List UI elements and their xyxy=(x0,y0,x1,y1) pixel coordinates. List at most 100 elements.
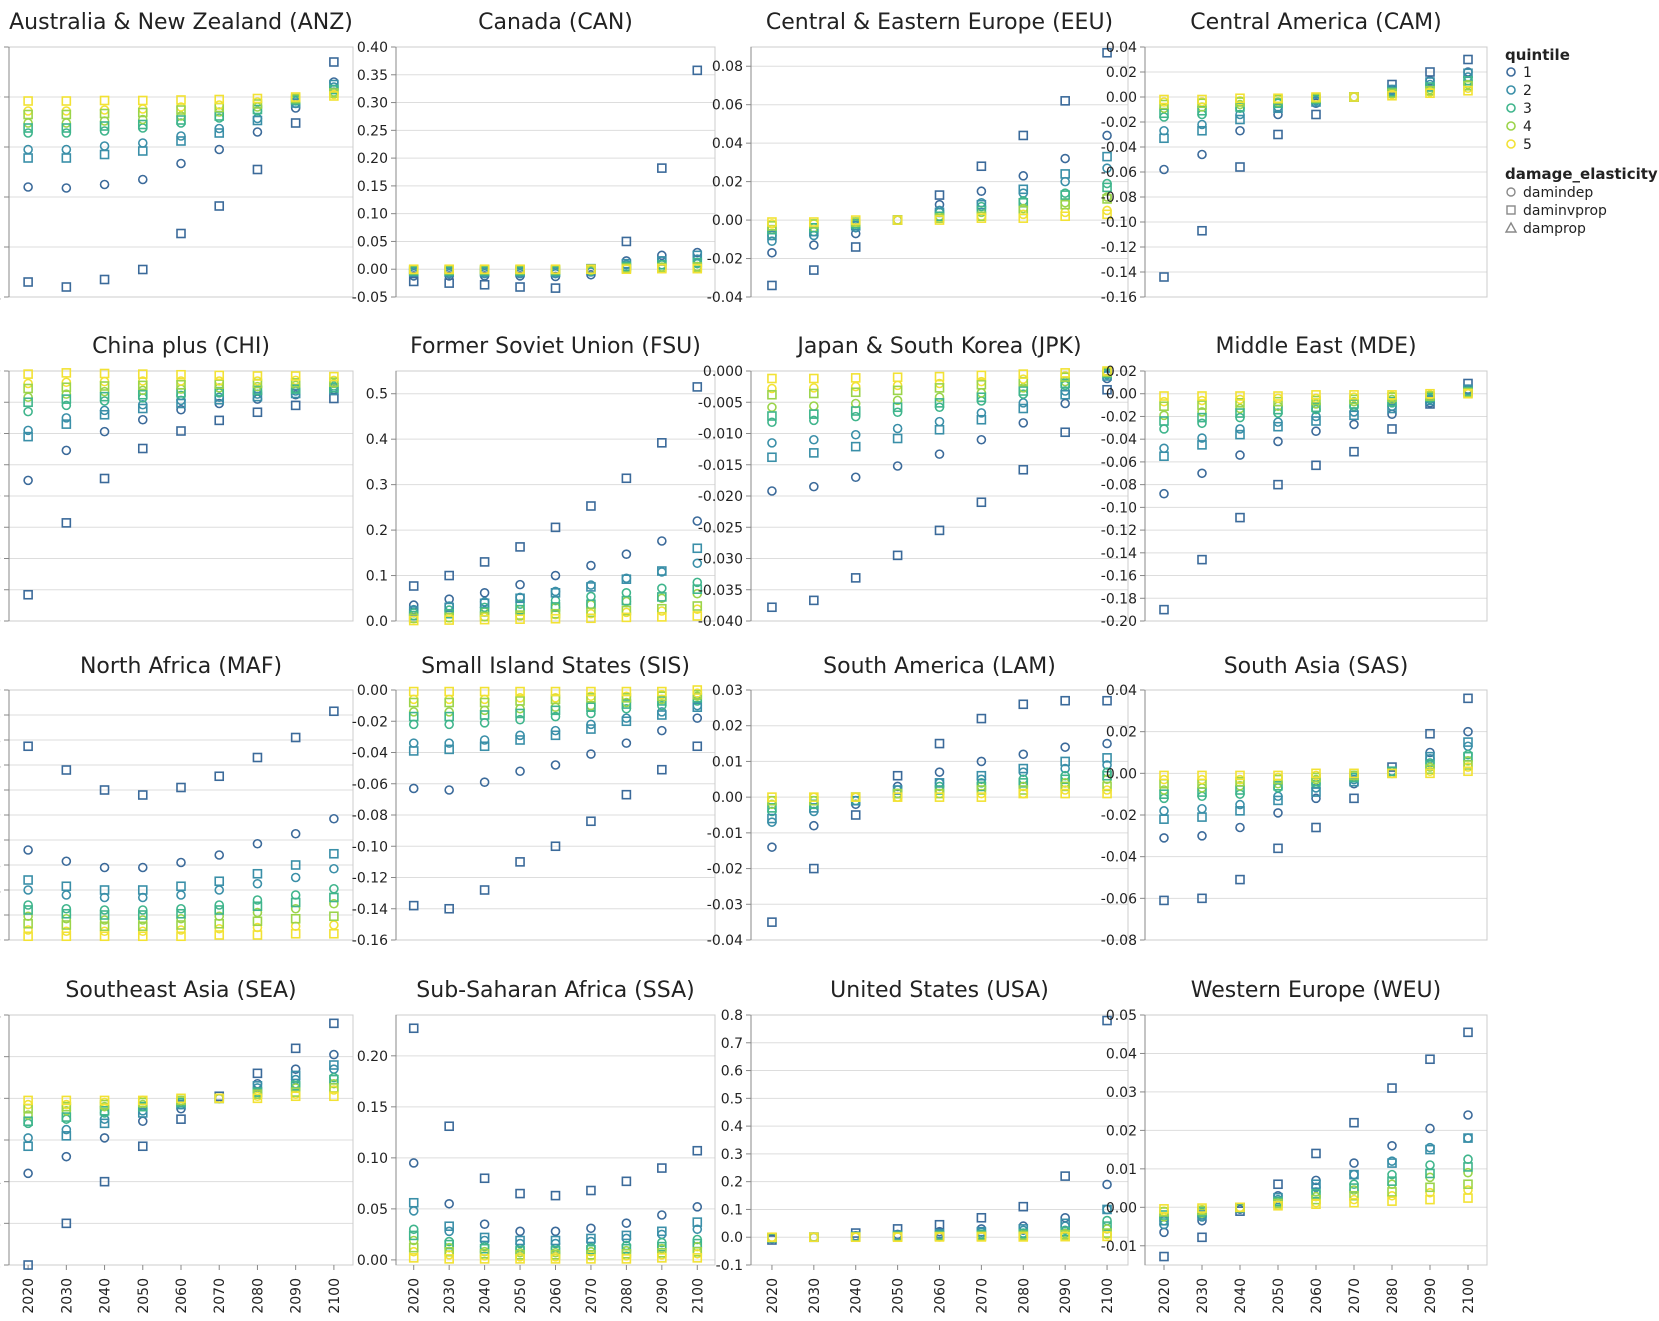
data-point-square xyxy=(550,588,561,598)
data-point-square xyxy=(252,391,263,402)
data-point-square xyxy=(976,370,987,381)
data-point-square xyxy=(1159,401,1169,412)
y-tick-label: -0.14 xyxy=(352,902,388,918)
data-point-circle xyxy=(1159,443,1169,454)
data-point-square xyxy=(550,705,561,716)
data-point-square xyxy=(1273,795,1283,806)
panel-title: Central & Eastern Europe (EEU) xyxy=(766,10,1113,35)
data-point-square xyxy=(252,93,263,104)
facet-panel: Central & Eastern Europe (EEU) 0.08 0.06 0.… xyxy=(707,10,1129,306)
data-point-circle xyxy=(137,926,148,937)
data-point-square xyxy=(252,752,263,763)
y-tick-label: 0.20 xyxy=(357,151,388,167)
y-tick-label: 0.02 xyxy=(1106,364,1137,380)
data-point-square xyxy=(1159,1251,1169,1262)
data-point-square xyxy=(479,885,490,895)
data-point-square xyxy=(252,385,263,396)
data-point-square xyxy=(1273,396,1283,407)
data-point-square xyxy=(1060,427,1070,438)
y-tick-label: -0.08 xyxy=(352,808,388,824)
y-tick-label: 0.01 xyxy=(0,40,1,56)
data-point-circle xyxy=(23,1133,33,1143)
data-point-square xyxy=(934,190,945,200)
data-point-circle xyxy=(1235,450,1245,460)
y-tick-label: -0.15 xyxy=(0,458,1,474)
legend-swatch-circle xyxy=(1506,187,1516,197)
data-point-circle xyxy=(61,913,72,924)
data-point-square xyxy=(214,94,225,105)
data-point-square xyxy=(444,278,454,288)
data-point-square xyxy=(550,686,561,697)
data-point-square xyxy=(1273,479,1283,490)
data-point-square xyxy=(137,1095,148,1106)
data-point-square xyxy=(444,264,454,275)
data-point-square xyxy=(976,1232,987,1242)
data-point-circle xyxy=(692,516,703,526)
data-point-square xyxy=(61,96,72,106)
data-point-square xyxy=(1018,699,1029,710)
y-tick-label: 0.1 xyxy=(366,569,388,585)
data-point-circle xyxy=(99,926,110,937)
legend-swatch-square xyxy=(1506,205,1516,215)
data-point-square xyxy=(214,1093,225,1104)
x-tick-label: 2040 xyxy=(1233,1278,1249,1314)
data-point-circle xyxy=(692,1202,703,1212)
data-point-square xyxy=(61,1131,72,1141)
data-point-square xyxy=(137,885,148,895)
data-point-circle xyxy=(99,126,110,136)
data-point-square xyxy=(61,1101,72,1112)
data-point-square xyxy=(934,424,945,435)
data-point-square xyxy=(137,107,148,118)
y-tick-label: 0.05 xyxy=(357,234,388,250)
data-point-circle xyxy=(408,1158,419,1168)
data-point-square xyxy=(621,612,632,623)
legend-label-elasticity: damprop xyxy=(1523,221,1586,237)
data-point-circle xyxy=(1102,163,1112,173)
data-point-square xyxy=(1102,151,1112,162)
data-point-square xyxy=(1273,1179,1283,1190)
data-point-square xyxy=(1197,1203,1207,1213)
data-point-circle xyxy=(1387,1169,1397,1180)
data-point-square xyxy=(99,95,110,106)
data-point-square xyxy=(99,391,110,402)
data-point-square xyxy=(892,385,903,396)
data-point-square xyxy=(444,711,454,722)
data-point-circle xyxy=(1018,749,1029,760)
data-point-square xyxy=(290,732,301,743)
data-point-square xyxy=(976,161,987,172)
data-point-square xyxy=(1425,1182,1435,1193)
y-tick-label: 0.4 xyxy=(721,1119,743,1135)
data-point-circle xyxy=(1159,806,1169,816)
data-point-square xyxy=(621,1176,632,1187)
data-point-square xyxy=(1235,806,1245,816)
data-point-square xyxy=(290,400,301,411)
data-point-square xyxy=(1159,1204,1169,1214)
data-point-circle xyxy=(61,389,72,399)
data-point-square xyxy=(550,1254,561,1264)
data-point-circle xyxy=(657,1229,667,1240)
facet-panel: Sub-Saharan Africa (SSA) 0.20 0.15 0.10 0.05… xyxy=(357,978,716,1314)
data-point-square xyxy=(61,765,72,775)
data-point-square xyxy=(850,810,861,820)
data-point-circle xyxy=(550,760,561,770)
data-point-square xyxy=(408,711,419,722)
data-point-square xyxy=(252,99,263,109)
data-point-square xyxy=(515,1235,525,1246)
data-point-circle xyxy=(290,903,301,914)
y-tick-label: 0.02 xyxy=(1106,725,1137,741)
data-point-circle xyxy=(767,247,777,258)
y-tick-label: 0.00 xyxy=(1106,766,1137,782)
y-tick-label: 0.5 xyxy=(366,387,388,403)
y-tick-label: 0.02 xyxy=(1106,1123,1137,1139)
data-point-square xyxy=(976,713,987,724)
data-point-square xyxy=(1425,1194,1435,1205)
y-tick-label: -0.025 xyxy=(698,520,743,536)
data-point-circle xyxy=(515,714,525,725)
data-point-circle xyxy=(137,114,148,125)
data-point-square xyxy=(176,931,186,942)
data-point-square xyxy=(479,1232,490,1243)
data-point-square xyxy=(137,95,148,106)
data-point-square xyxy=(934,792,945,802)
data-point-square xyxy=(767,280,777,291)
data-point-circle xyxy=(479,694,490,705)
